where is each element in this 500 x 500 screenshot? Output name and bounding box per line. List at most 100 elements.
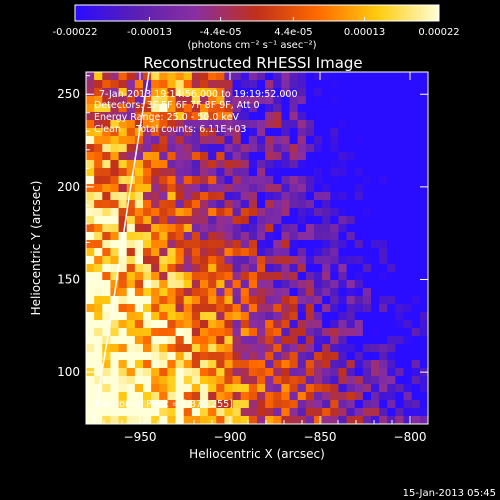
heatmap-cell [273, 200, 283, 209]
heatmap-cell [362, 256, 372, 265]
heatmap-cell [338, 232, 348, 241]
heatmap-cell [191, 272, 201, 281]
heatmap-cell [216, 112, 226, 121]
heatmap-cell [86, 328, 95, 337]
heatmap-cell [314, 264, 323, 273]
heatmap-cell [167, 160, 177, 169]
heatmap-cell [379, 232, 388, 241]
solar-limb-curve [92, 72, 150, 424]
heatmap-cell [240, 200, 250, 209]
heatmap-cell [159, 184, 169, 193]
heatmap-cell [248, 280, 258, 289]
heatmap-cell [167, 384, 177, 393]
heatmap-cell [208, 136, 217, 145]
heatmap-cell [289, 128, 299, 137]
heatmap-cell [200, 376, 209, 385]
heatmap-cell [118, 272, 128, 281]
heatmap-cell [118, 264, 128, 273]
heatmap-cell [175, 80, 185, 89]
heatmap-cell [305, 232, 315, 241]
heatmap-cell [395, 160, 405, 169]
heatmap-cell [322, 384, 331, 393]
heatmap-cell [102, 224, 112, 233]
heatmap-cell [224, 368, 234, 377]
heatmap-cell [224, 248, 234, 257]
heatmap-cell [379, 120, 388, 129]
heatmap-cell [159, 264, 169, 273]
heatmap-cell [305, 376, 315, 385]
heatmap-cell [110, 400, 120, 409]
heatmap-cell [86, 360, 95, 369]
heatmap-cell [248, 384, 258, 393]
heatmap-cell [371, 360, 380, 369]
heatmap-cell [379, 88, 388, 97]
heatmap-cell [134, 184, 144, 193]
heatmap-cell [94, 272, 103, 281]
heatmap-cell [200, 112, 209, 121]
heatmap-cell [191, 408, 201, 417]
heatmap-cell [183, 136, 193, 145]
heatmap-cell [338, 104, 348, 113]
heatmap-cell [322, 128, 331, 137]
heatmap-cell [240, 136, 250, 145]
heatmap-cell [102, 72, 112, 81]
heatmap-cell [248, 344, 258, 353]
heatmap-cell [191, 392, 201, 401]
heatmap-cell [159, 104, 169, 113]
heatmap-cell [419, 392, 428, 401]
heatmap-cell [257, 160, 266, 169]
heatmap-cell [257, 72, 266, 81]
heatmap-cell [175, 384, 185, 393]
heatmap-cell [248, 184, 258, 193]
heatmap-cell [314, 200, 323, 209]
heatmap-cell [94, 240, 103, 249]
heatmap-cell [362, 304, 372, 313]
heatmap-cell [167, 152, 177, 161]
heatmap-cell [354, 256, 364, 265]
heatmap-cell [419, 96, 428, 105]
heatmap-cell [126, 216, 136, 225]
heatmap-cell [216, 312, 226, 321]
heatmap-cell [395, 336, 405, 345]
heatmap-cell [281, 152, 291, 161]
heatmap-cell [338, 288, 348, 297]
heatmap-cell [240, 408, 250, 417]
heatmap-cell [297, 144, 307, 153]
heatmap-cell [191, 216, 201, 225]
heatmap-cell [257, 152, 266, 161]
heatmap-cell [265, 248, 274, 257]
heatmap-cell [305, 72, 315, 81]
heatmap-cell [419, 184, 428, 193]
heatmap-cell [151, 344, 160, 353]
heatmap-cell [387, 216, 397, 225]
heatmap-cell [314, 304, 323, 313]
heatmap-cell [208, 224, 217, 233]
heatmap-cell [183, 112, 193, 121]
heatmap-cell [403, 208, 413, 217]
heatmap-cell [208, 240, 217, 249]
heatmap-cell [330, 200, 340, 209]
heatmap-cell [265, 416, 274, 424]
colorbar [74, 4, 440, 22]
heatmap-cell [346, 96, 356, 105]
heatmap-cell [314, 88, 323, 97]
heatmap-cell [86, 248, 95, 257]
heatmap-cell [411, 128, 421, 137]
heatmap-cell [330, 144, 340, 153]
heatmap-cell [102, 256, 112, 265]
heatmap-cell [371, 328, 380, 337]
heatmap-cell [143, 360, 152, 369]
heatmap-cell [118, 104, 128, 113]
heatmap-cell [297, 392, 307, 401]
heatmap-cell [281, 144, 291, 153]
heatmap-cell [411, 208, 421, 217]
heatmap-cell [354, 320, 364, 329]
heatmap-cell [183, 256, 193, 265]
heatmap-cell [86, 240, 95, 249]
heatmap-cell [322, 288, 331, 297]
heatmap-cell [110, 328, 120, 337]
colorbar-tick-label: 0.00013 [344, 27, 385, 38]
heatmap-cell [200, 136, 209, 145]
heatmap-cell [110, 112, 120, 121]
heatmap-cell [175, 416, 185, 424]
